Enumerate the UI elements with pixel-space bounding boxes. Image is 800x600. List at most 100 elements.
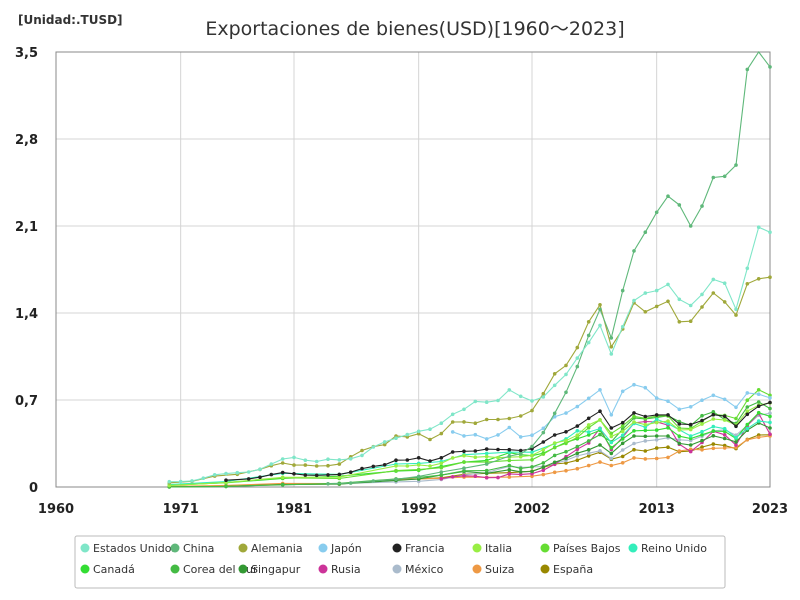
x-tick-label: 2002 xyxy=(514,502,550,517)
y-tick-label: 0,7 xyxy=(15,394,38,409)
data-point xyxy=(314,464,319,468)
legend-item: Países Bajos xyxy=(540,542,621,555)
data-point xyxy=(688,319,693,324)
data-point xyxy=(654,446,659,450)
data-point xyxy=(541,430,546,435)
series-corea-del-sur xyxy=(167,400,772,489)
data-point xyxy=(598,307,602,312)
series-estados-unidos xyxy=(167,225,772,484)
data-point xyxy=(722,174,727,179)
data-point xyxy=(586,448,591,452)
data-point xyxy=(756,225,761,229)
data-point xyxy=(643,230,648,234)
data-point xyxy=(632,411,636,415)
data-point xyxy=(473,432,478,437)
data-point xyxy=(666,419,670,423)
data-point xyxy=(609,451,614,456)
legend-item: Alemania xyxy=(238,542,303,555)
data-point xyxy=(326,482,330,486)
data-point xyxy=(666,413,670,417)
legend-marker xyxy=(392,564,402,574)
series-line xyxy=(327,51,771,485)
data-point xyxy=(632,420,636,424)
data-point xyxy=(405,432,410,437)
data-point xyxy=(620,389,625,394)
data-point xyxy=(530,474,534,479)
data-point xyxy=(722,436,727,441)
legend-marker xyxy=(80,543,90,553)
data-point xyxy=(552,433,557,437)
data-point xyxy=(280,470,285,475)
data-point xyxy=(552,411,557,416)
data-point xyxy=(745,412,750,417)
data-point xyxy=(620,454,625,459)
data-point xyxy=(258,475,262,480)
data-point xyxy=(722,429,727,434)
x-tick-label: 1971 xyxy=(163,502,199,517)
data-point xyxy=(654,438,659,442)
data-point xyxy=(700,448,704,452)
data-point xyxy=(552,453,557,458)
data-point xyxy=(371,464,376,469)
legend-item: China xyxy=(170,542,214,555)
series-line xyxy=(169,402,771,486)
data-point xyxy=(722,281,727,286)
data-point xyxy=(518,435,523,439)
data-point xyxy=(439,470,444,474)
data-point xyxy=(575,444,580,449)
data-point xyxy=(632,249,636,253)
legend-marker xyxy=(170,543,180,553)
data-point xyxy=(677,441,682,446)
data-point xyxy=(666,434,670,438)
data-point xyxy=(722,300,727,304)
data-point xyxy=(632,429,636,433)
data-point xyxy=(530,444,534,449)
data-point xyxy=(541,440,546,444)
data-point xyxy=(224,471,228,476)
data-point xyxy=(586,396,591,401)
data-point xyxy=(518,472,523,477)
data-point xyxy=(530,399,534,403)
data-point xyxy=(768,406,772,411)
data-point xyxy=(632,447,636,452)
data-point xyxy=(530,458,534,462)
x-tick-label: 1992 xyxy=(401,502,437,517)
data-point xyxy=(598,449,602,453)
data-point xyxy=(405,464,410,468)
data-point xyxy=(496,455,500,460)
data-point xyxy=(586,430,591,434)
data-point xyxy=(643,428,648,433)
legend-label: Países Bajos xyxy=(553,542,621,555)
x-tick-label: 2013 xyxy=(639,502,675,517)
data-point xyxy=(439,461,444,466)
data-point xyxy=(643,422,648,427)
data-point xyxy=(564,441,568,446)
data-point xyxy=(292,455,296,460)
data-point xyxy=(167,479,172,484)
data-point xyxy=(620,424,625,428)
data-point xyxy=(756,410,761,415)
legend-label: Suiza xyxy=(485,563,515,576)
data-point xyxy=(280,457,285,461)
data-point xyxy=(575,356,580,360)
data-point xyxy=(541,395,546,399)
data-point xyxy=(428,437,432,442)
data-point xyxy=(507,450,512,455)
data-point xyxy=(450,420,455,424)
data-point xyxy=(632,414,636,419)
data-point xyxy=(734,440,738,444)
data-point xyxy=(711,175,716,180)
data-point xyxy=(530,433,534,438)
data-point xyxy=(643,419,648,424)
data-point xyxy=(439,465,444,470)
data-point xyxy=(609,456,614,461)
data-point xyxy=(496,398,500,403)
data-point xyxy=(484,417,489,422)
data-point xyxy=(575,424,580,428)
data-point xyxy=(484,462,489,466)
data-point xyxy=(564,456,568,461)
data-point xyxy=(745,422,750,427)
data-point xyxy=(688,434,693,438)
data-point xyxy=(620,461,625,465)
data-point xyxy=(620,437,625,441)
